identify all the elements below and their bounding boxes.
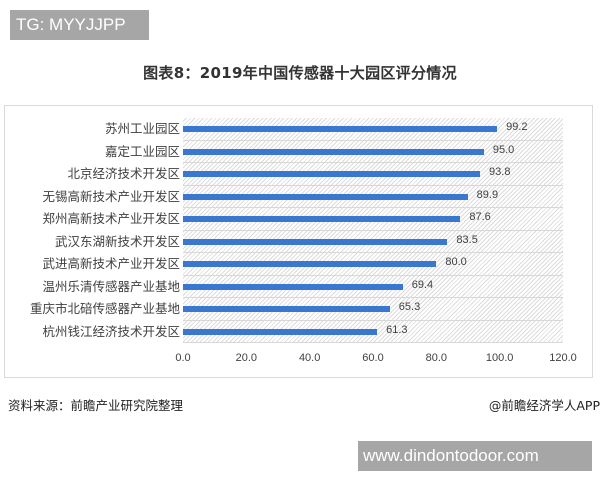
watermark-badge-bottom: www.dindontodoor.com	[358, 441, 592, 471]
bar	[183, 148, 484, 155]
x-tick-label: 80.0	[425, 352, 448, 364]
bar-row: 80.0	[183, 253, 563, 276]
value-label: 65.3	[398, 301, 421, 313]
category-label: 杭州钱江经济技术开发区	[42, 323, 180, 339]
category-label: 武汉东湖新技术开发区	[54, 233, 180, 249]
bar-row: 99.2	[183, 118, 563, 141]
x-tick-label: 100.0	[485, 352, 514, 364]
x-tick-label: 40.0	[298, 352, 321, 364]
bar	[183, 238, 448, 245]
value-label: 69.4	[411, 278, 434, 291]
category-label: 嘉定工业园区	[104, 143, 180, 159]
category-label: 苏州工业园区	[104, 121, 180, 136]
credit-note: @前瞻经济学人APP	[488, 398, 600, 413]
x-tick-label: 120.0	[549, 352, 577, 364]
bar	[183, 193, 468, 200]
plot-area: 99.2 95.0 93.8 89.9 87.6 83.5 80.0 69.4 65.3 61.3	[183, 118, 563, 343]
category-label: 重庆市北碚传感器产业基地	[29, 301, 180, 316]
bar-row: 95.0	[183, 141, 563, 163]
value-label: 83.5	[456, 233, 478, 246]
bar-row: 89.9	[183, 186, 563, 208]
x-tick-label: 60.0	[362, 352, 384, 364]
category-label: 武进高新技术产业开发区	[42, 256, 180, 271]
value-label: 89.9	[476, 188, 499, 201]
bar	[183, 261, 437, 267]
category-label: 郑州高新技术产业开发区	[42, 211, 180, 226]
value-label: 93.8	[489, 166, 511, 178]
bar	[183, 306, 390, 312]
x-tick-label: 20.0	[235, 352, 258, 364]
chart-title: 图表8：2019年中国传感器十大园区评分情况	[143, 64, 457, 82]
bar-row: 83.5	[183, 231, 563, 253]
value-label: 99.2	[506, 121, 528, 133]
bar	[183, 216, 461, 222]
category-label: 温州乐清传感器产业基地	[42, 278, 180, 294]
bar	[183, 171, 481, 177]
value-label: 87.6	[469, 211, 491, 223]
category-label: 北京经济技术开发区	[67, 166, 180, 181]
value-label: 80.0	[445, 256, 467, 268]
bar-row: 61.3	[183, 321, 563, 343]
value-label: 95.0	[492, 143, 515, 156]
bar-row: 87.6	[183, 208, 563, 231]
bar-row: 93.8	[183, 163, 563, 186]
source-note: 资料来源：前瞻产业研究院整理	[8, 398, 184, 413]
bar	[183, 283, 403, 290]
bar-row: 69.4	[183, 276, 563, 298]
value-label: 61.3	[386, 323, 408, 336]
x-tick-label: 0.0	[175, 352, 191, 364]
watermark-badge-top: TG: MYYJJPP	[10, 10, 149, 40]
bar-row: 65.3	[183, 298, 563, 321]
bar	[183, 126, 498, 132]
bar	[183, 328, 378, 335]
category-label: 无锡高新技术产业开发区	[42, 188, 180, 204]
